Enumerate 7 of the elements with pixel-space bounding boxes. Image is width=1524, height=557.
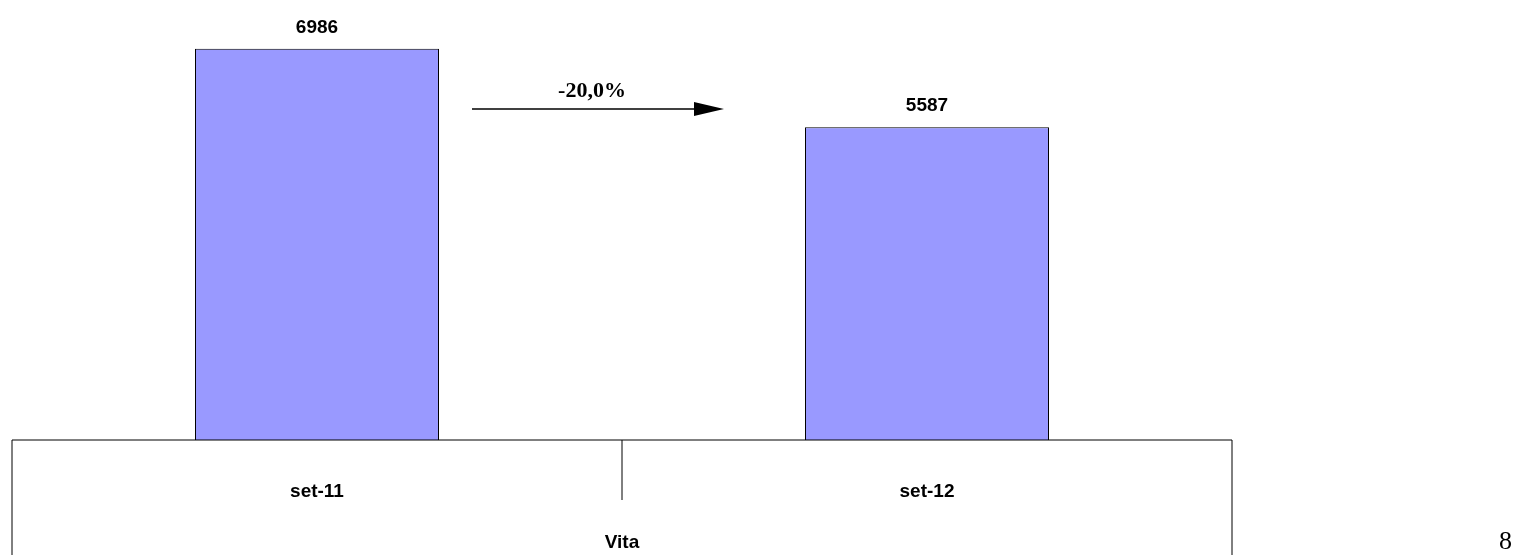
data-label: 6986 — [295, 15, 339, 37]
x-tick-label: set-11 — [290, 480, 345, 502]
annotation: -20,0% — [558, 76, 626, 102]
text: 8 — [1499, 525, 1512, 555]
x-axis-title: Vita — [604, 531, 640, 553]
data-label: 5587 — [905, 93, 949, 115]
x-tick-label: set-12 — [899, 480, 955, 502]
